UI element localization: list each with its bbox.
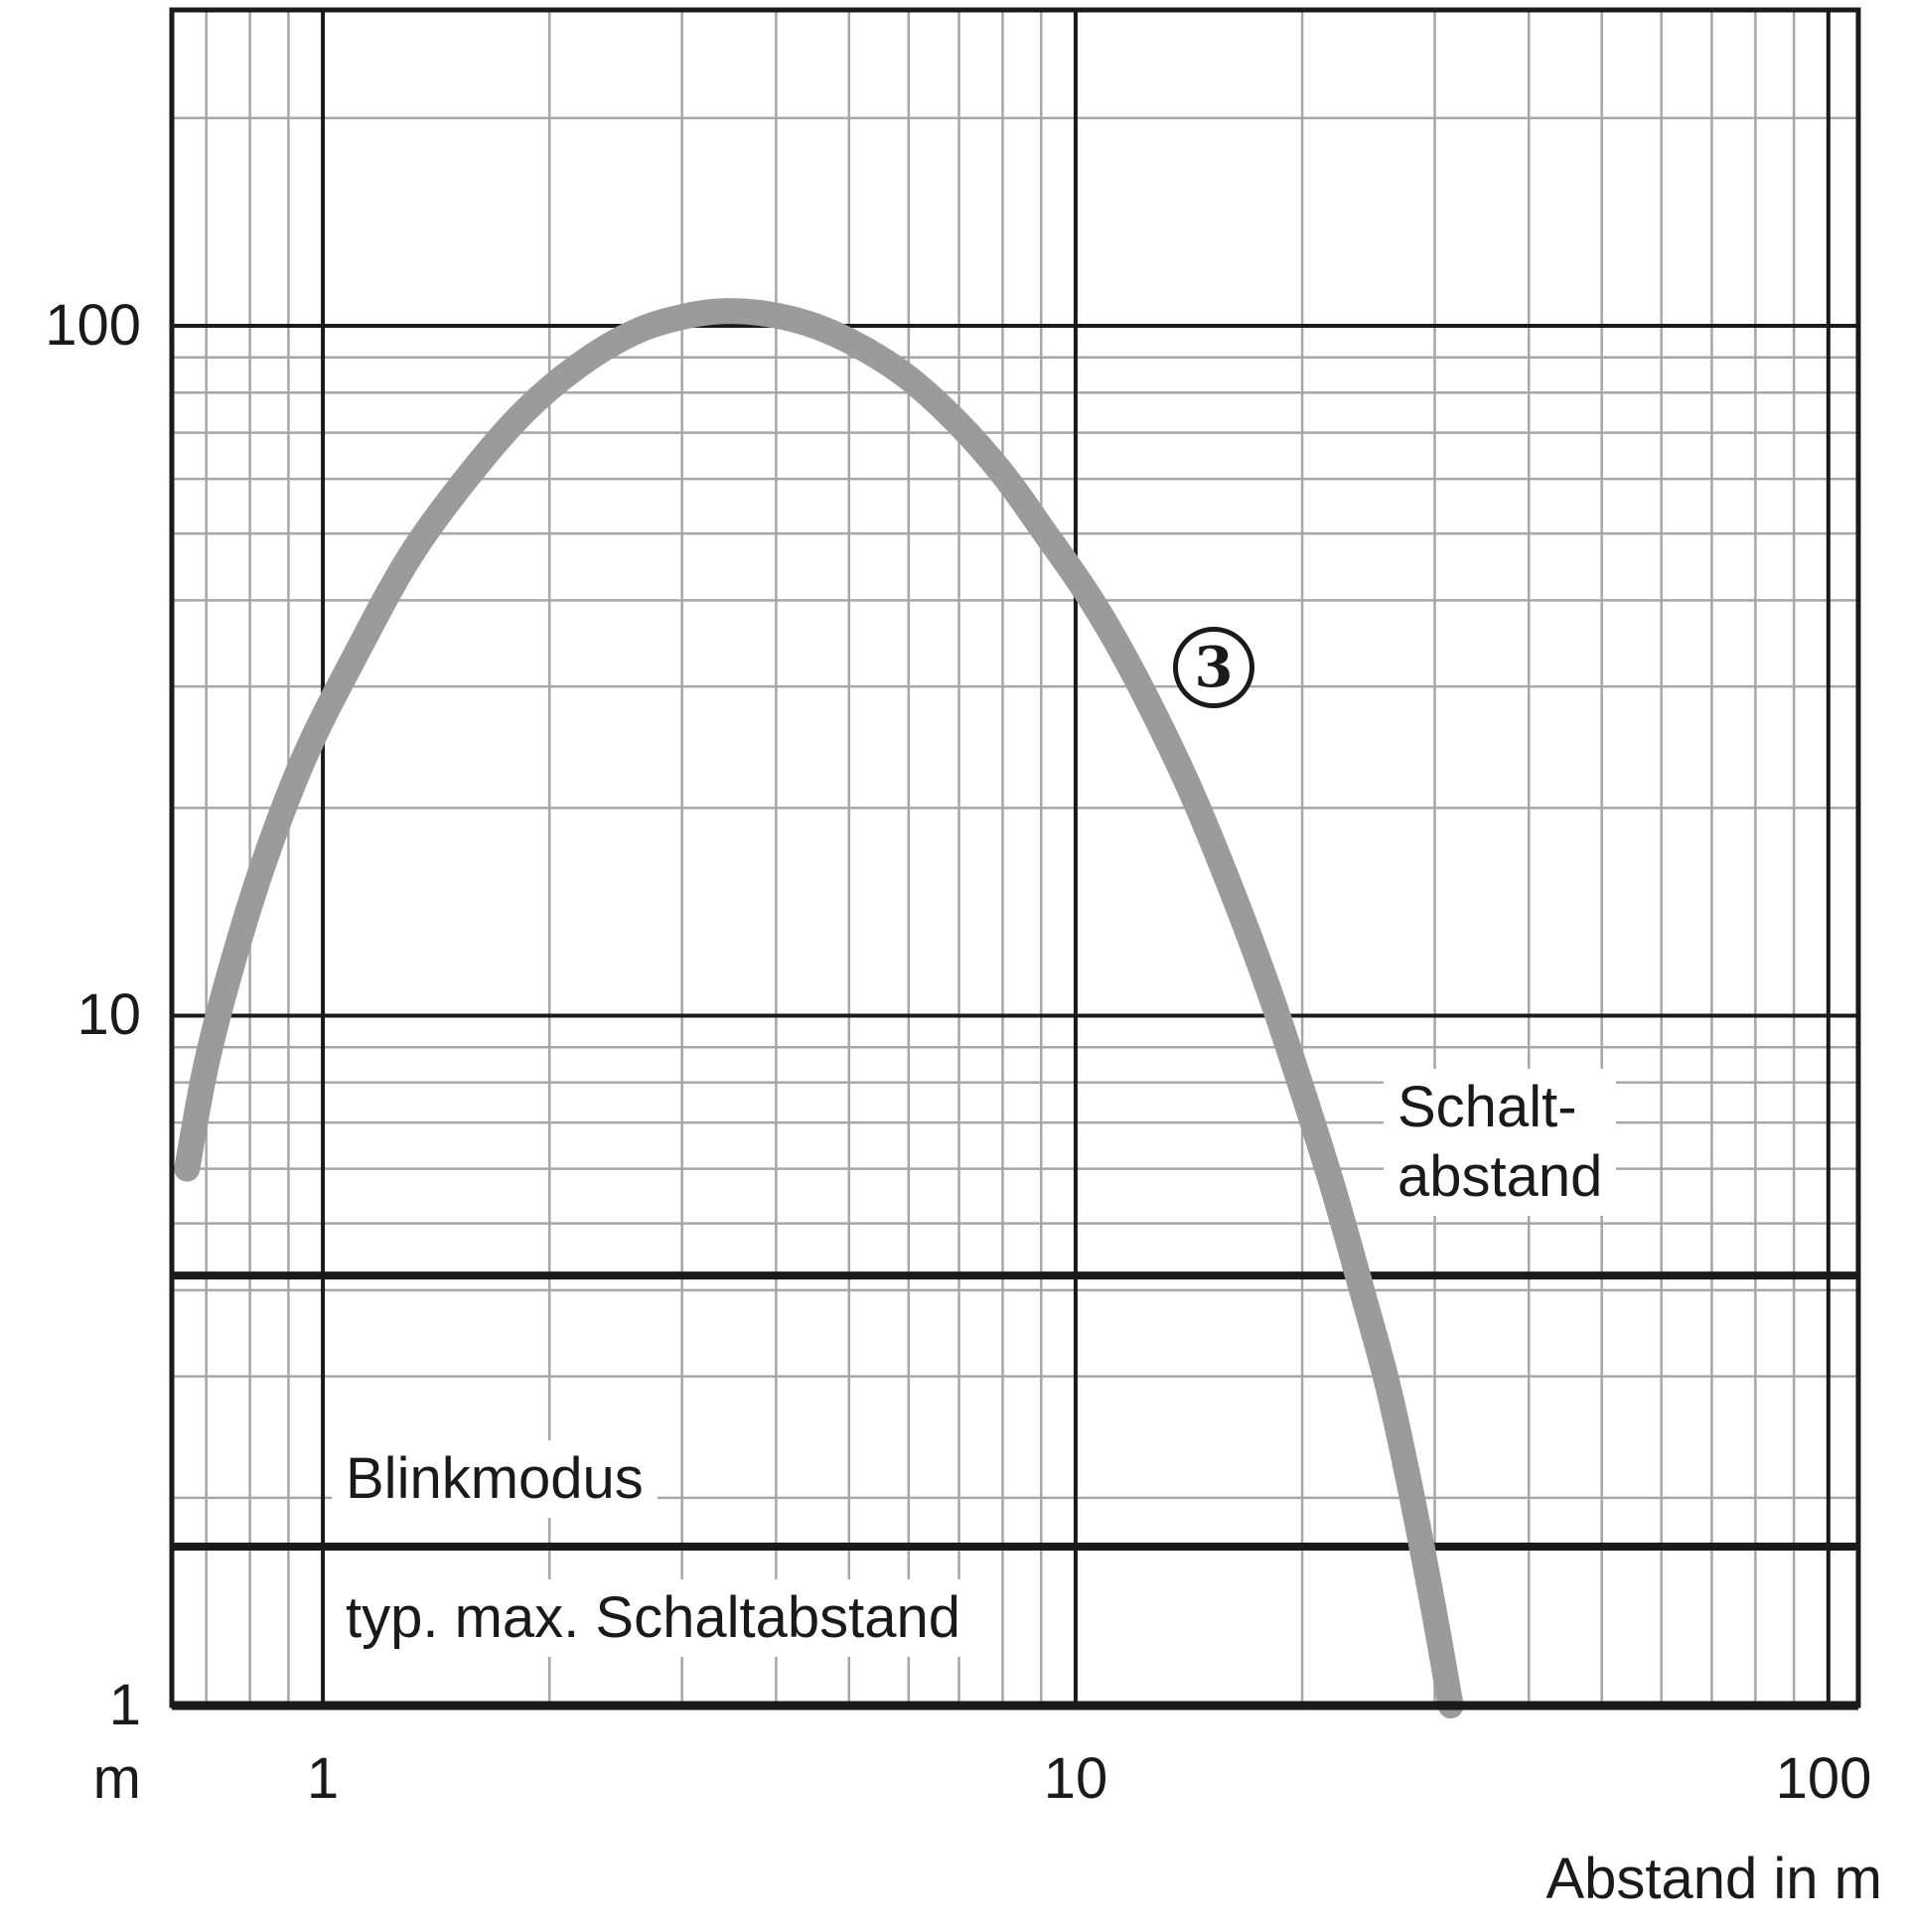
characteristic-curve: [174, 298, 1464, 1718]
blinkmodus-label: Blinkmodus: [332, 1440, 658, 1518]
x-axis-title: Abstand in m: [1545, 1847, 1882, 1911]
schaltabstand-label: Schalt- abstand: [1384, 1069, 1617, 1216]
x-tick-100: 100: [1775, 1746, 1872, 1811]
y-tick-1: 1: [108, 1673, 141, 1737]
typ-max-schaltabstand-label: typ. max. Schaltabstand: [332, 1579, 974, 1657]
y-axis-unit-label: m: [92, 1746, 141, 1811]
schaltabstand-label-line2: abstand: [1397, 1144, 1603, 1209]
y-tick-100: 100: [45, 293, 141, 358]
schaltabstand-label-line1: Schalt-: [1397, 1075, 1577, 1139]
curve-3-circled-marker: 3: [1173, 627, 1254, 708]
y-tick-10: 10: [76, 982, 141, 1047]
x-tick-1: 1: [306, 1746, 340, 1811]
x-tick-10: 10: [1043, 1746, 1108, 1811]
